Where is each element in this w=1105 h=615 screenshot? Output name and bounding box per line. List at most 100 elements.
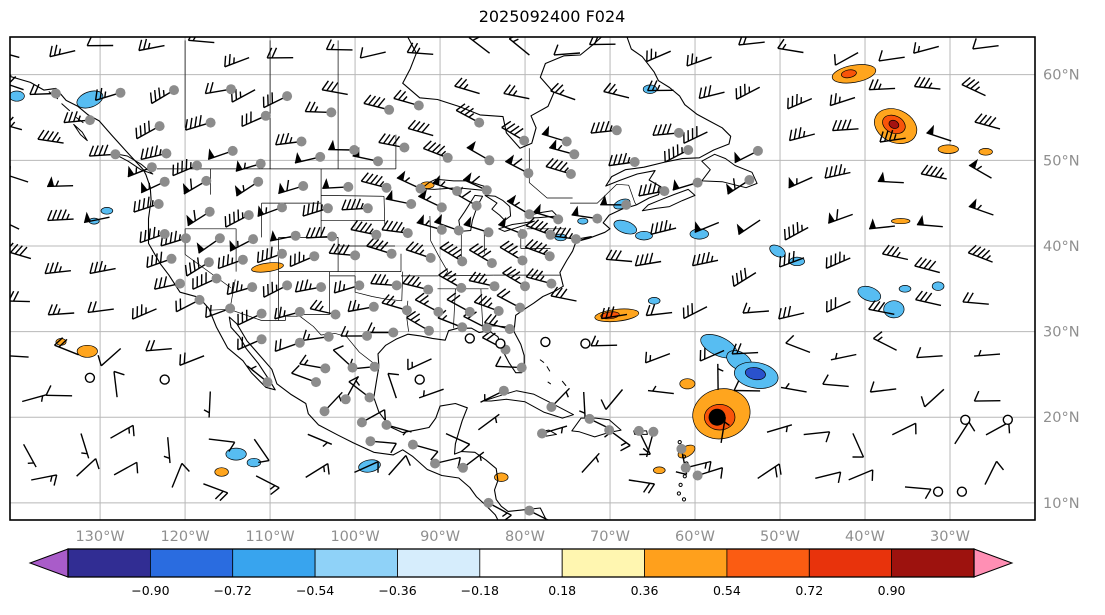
station-dot <box>415 183 426 194</box>
wind-barb <box>179 352 205 366</box>
wind-barb <box>766 424 793 433</box>
station-dot <box>294 337 305 348</box>
map-frame <box>9 36 1036 521</box>
wind-barb <box>634 252 662 267</box>
station-dot <box>544 251 555 262</box>
station-dot <box>524 209 535 220</box>
station-dot <box>262 377 273 388</box>
station-dot <box>154 121 165 132</box>
station-dot <box>194 294 205 305</box>
station-dot <box>323 331 334 342</box>
wind-barb <box>359 47 386 59</box>
wind-barb <box>788 127 815 142</box>
station-dot <box>365 436 376 447</box>
anomaly-patch <box>653 466 666 475</box>
state-border <box>570 183 637 206</box>
station-dot <box>256 334 267 345</box>
station-dot <box>253 176 264 187</box>
station-dot <box>362 330 372 341</box>
station-dot <box>384 104 395 115</box>
colorbar-band <box>149 548 234 578</box>
wind-barb <box>831 119 859 132</box>
station-dot <box>256 308 267 319</box>
wind-barb <box>848 469 874 481</box>
wind-barb <box>650 219 677 235</box>
lon-tick-label: 120°W <box>160 529 209 545</box>
colorbar-outline <box>67 548 975 578</box>
station-dot <box>381 419 392 430</box>
wind-barb <box>10 116 23 131</box>
station-dot <box>456 282 467 293</box>
station-dot <box>388 327 399 338</box>
wind-barb <box>891 422 917 436</box>
colorbar-band <box>479 548 563 578</box>
station-dot <box>371 229 382 240</box>
anomaly-patch <box>214 467 229 477</box>
anomaly-patch <box>76 344 98 358</box>
wind-barb <box>553 44 581 56</box>
small-island <box>677 440 682 445</box>
station-dot <box>373 156 383 167</box>
colorbar-band <box>808 548 893 578</box>
wind-barb <box>872 331 897 351</box>
wind-barb <box>600 389 624 410</box>
state-border <box>383 196 386 225</box>
wind-barb <box>407 358 432 371</box>
wind-barb <box>549 226 577 240</box>
station-dot <box>483 497 494 508</box>
wind-barb <box>139 226 165 244</box>
station-dot <box>407 439 418 450</box>
station-dot <box>290 230 301 241</box>
station-dot <box>516 362 527 373</box>
wind-barb <box>605 249 633 263</box>
wind-barb <box>827 209 853 224</box>
station-dot <box>673 127 684 138</box>
anomaly-patch <box>100 207 114 215</box>
calm-station-circle <box>580 338 591 349</box>
station-dot <box>330 309 341 320</box>
station-dot <box>545 229 556 240</box>
station-dot <box>430 458 440 469</box>
wind-barb <box>686 53 712 67</box>
wind-barb <box>187 37 215 44</box>
station-dot <box>349 145 360 155</box>
wind-barb <box>984 460 1005 485</box>
colorbar-tick-label: 0.54 <box>713 583 741 598</box>
colorbar-band <box>67 548 151 578</box>
station-dot <box>340 394 351 405</box>
calm-station-circle <box>84 372 96 383</box>
island-outline <box>73 123 88 142</box>
station-dot <box>423 284 434 295</box>
station-dot <box>436 224 447 235</box>
wind-barb <box>113 370 125 398</box>
wind-barb <box>644 351 671 364</box>
station-dot <box>519 135 530 146</box>
wind-barb <box>694 221 720 233</box>
wind-barb <box>968 158 992 179</box>
island-outline <box>482 390 574 419</box>
station-dot <box>565 169 576 179</box>
wind-barb <box>968 198 994 216</box>
island-outline <box>546 366 551 372</box>
wind-barb <box>590 335 618 347</box>
calm-station-circle <box>960 414 971 425</box>
state-border <box>299 315 379 367</box>
station-dot <box>311 377 321 388</box>
state-border <box>401 271 404 301</box>
wind-barb <box>973 390 1001 402</box>
station-dot <box>629 157 640 167</box>
anomaly-patch <box>679 378 696 390</box>
chart-title: 2025092400 F024 <box>479 7 626 26</box>
wind-barb <box>354 461 379 474</box>
station-dot <box>489 281 500 292</box>
station-dot <box>362 203 373 214</box>
wind-barb <box>698 85 725 100</box>
wind-barb <box>588 37 616 46</box>
station-dot <box>315 151 326 162</box>
state-border <box>355 291 402 302</box>
station-dot <box>169 85 179 96</box>
colorbar-band <box>314 548 398 578</box>
island-outline <box>547 381 551 385</box>
station-dot <box>255 158 266 169</box>
station-dot <box>320 363 331 374</box>
